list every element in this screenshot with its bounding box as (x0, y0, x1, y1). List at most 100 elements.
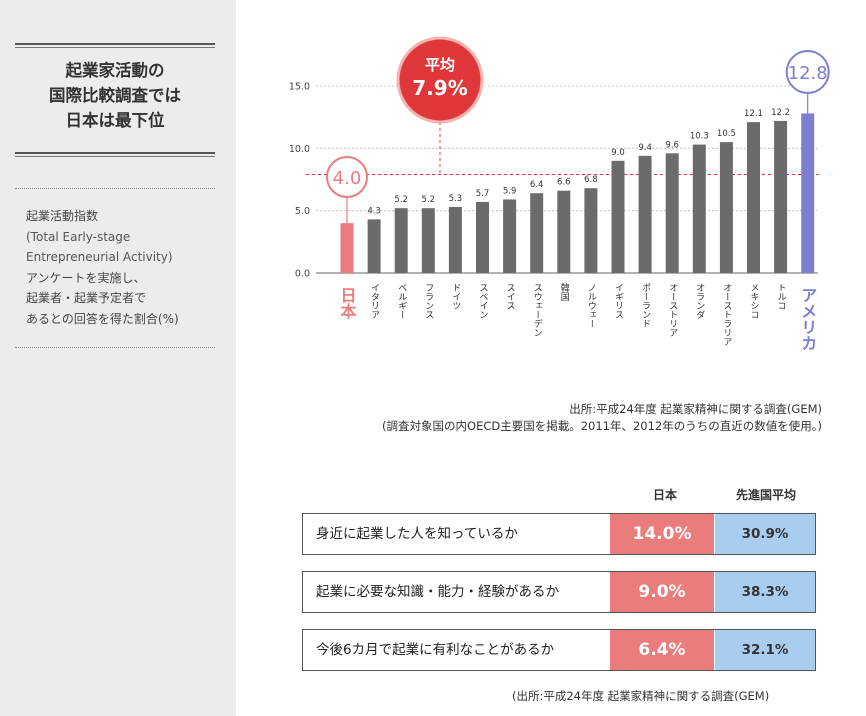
sidebar-title-line: 国際比較調査では (49, 86, 181, 105)
source-line: (調査対象国の内OECD主要国を掲載。2011年、2012年のうちの直近の数値を… (382, 419, 822, 433)
bar-value-label: 9.4 (638, 143, 652, 153)
description-line: (Total Early-stage (26, 229, 131, 244)
category-label: スペイン (478, 283, 489, 319)
bar (394, 208, 408, 273)
category-label: メキシコ (749, 283, 759, 319)
description-line: 起業者・起業予定者で (26, 291, 147, 305)
category-label: ドイツ (450, 283, 461, 310)
description-line: あるとの回答を得た割合(%) (26, 311, 179, 326)
bar-chart: 0.0 5.0 10.0 15.0 日本 4.3 イタリア 5.2 ベルギー 5.2 フランス 5.3… (289, 36, 830, 351)
category-label: ノルウェー (586, 283, 597, 328)
japan-value: 6.4% (610, 630, 714, 670)
usa-callout-circle (785, 50, 830, 94)
category-label: ベルギー (396, 283, 407, 319)
category-label: アメリカ (798, 287, 817, 351)
bar (801, 113, 815, 273)
top-rule (15, 43, 215, 45)
bar (557, 190, 571, 273)
bar (421, 208, 435, 273)
description-line: 起業活動指数 (26, 209, 99, 223)
column-header-japan: 日本 (652, 488, 677, 502)
category-label: イタリア (369, 283, 380, 319)
question-label: 今後6カ月で起業に有利なことがあるか (316, 642, 555, 658)
top-rule-thin (15, 47, 215, 48)
comparison-row: 身近に起業した人を知っているか 14.0% 30.9% (302, 513, 816, 555)
bar-value-label: 6.8 (584, 175, 598, 185)
bar (719, 142, 733, 273)
bar (692, 144, 706, 273)
bar-value-label: 9.6 (665, 140, 679, 150)
bar-value-label: 12.2 (771, 108, 790, 118)
category-label: 日本 (338, 287, 357, 320)
usa-callout-value: 12.8 (788, 63, 828, 84)
comparison-row: 起業に必要な知識・能力・経験があるか 9.0% 38.3% (302, 571, 816, 613)
bar-value-label: 4.3 (367, 206, 381, 216)
bar (774, 120, 788, 273)
question-label: 起業に必要な知識・能力・経験があるか (316, 584, 559, 600)
category-label: トルコ (776, 283, 787, 310)
bar-value-label: 5.7 (476, 189, 490, 199)
bar-value-label: 5.3 (449, 194, 463, 204)
y-tick-label: 10.0 (289, 144, 310, 155)
bar (584, 188, 598, 273)
sidebar-title-line: 日本は最下位 (65, 111, 165, 130)
bar-value-label: 6.4 (530, 180, 544, 190)
bar (367, 219, 381, 273)
question-label: 身近に起業した人を知っているか (316, 526, 518, 542)
bar-value-label: 10.5 (717, 129, 736, 139)
bar-value-label: 5.9 (503, 186, 517, 196)
average-value: 38.3% (715, 572, 815, 612)
sidebar-description: 起業活動指数 (Total Early-stage Entrepreneuria… (26, 206, 221, 329)
comparison-row: 今後6カ月で起業に有利なことがあるか 6.4% 32.1% (302, 629, 816, 671)
japan-value: 9.0% (610, 572, 714, 612)
average-badge (396, 36, 484, 124)
bar (476, 201, 489, 273)
average-badge-value: 7.9% (412, 76, 467, 100)
mid-rule-thin (15, 156, 215, 157)
japan-callout-circle (326, 156, 368, 198)
column-header-average: 先進国平均 (735, 488, 796, 502)
bar (747, 122, 760, 273)
category-label: オランダ (694, 283, 705, 319)
bar (638, 155, 652, 273)
category-label: フランス (423, 283, 433, 319)
mid-rule (15, 152, 215, 154)
bar (503, 199, 517, 273)
description-line: Entrepreneurial Activity) (26, 250, 173, 264)
sidebar: 起業家活動の 国際比較調査では 日本は最下位 起業活動指数 (Total Ear… (0, 0, 236, 716)
average-badge-label: 平均 (425, 56, 455, 74)
bar (448, 206, 462, 273)
y-tick-label: 0.0 (295, 269, 310, 280)
sidebar-title: 起業家活動の 国際比較調査では 日本は最下位 (15, 58, 215, 133)
bar (665, 153, 679, 273)
category-label: オーストリア (667, 283, 678, 337)
japan-value: 14.0% (610, 514, 714, 554)
chart-source-note: 出所:平成24年度 起業家精神に関する調査(GEM) (調査対象国の内OECD主… (302, 401, 822, 435)
category-label: オーストラリア (721, 283, 732, 346)
sidebar-title-line: 起業家活動の (65, 61, 165, 80)
category-label: イギリス (613, 283, 624, 319)
source-line: 出所:平成24年度 起業家精神に関する調査(GEM) (569, 402, 822, 416)
bar-value-label: 6.6 (557, 178, 571, 188)
table-source-note: (出所:平成24年度 起業家精神に関する調査(GEM) (512, 689, 770, 703)
dotted-rule-bottom (15, 347, 215, 348)
bar-value-label: 5.2 (422, 195, 436, 205)
bar-value-label: 5.2 (394, 195, 408, 205)
average-value: 32.1% (715, 630, 815, 670)
category-label: スウェーデン (532, 283, 543, 337)
bar (611, 160, 625, 273)
category-label: ポーランド (640, 283, 651, 328)
bar-value-label: 12.1 (744, 109, 763, 119)
category-label: スイス (505, 283, 515, 310)
y-tick-label: 5.0 (295, 206, 310, 217)
dotted-rule (15, 188, 215, 189)
bar (530, 193, 544, 273)
bar (340, 223, 354, 273)
bar-value-label: 10.3 (690, 132, 709, 142)
description-line: アンケートを実施し、 (26, 270, 146, 285)
category-label: 韓国 (559, 283, 570, 302)
average-value: 30.9% (715, 514, 815, 554)
japan-callout-value: 4.0 (333, 168, 362, 189)
bar-value-label: 9.0 (611, 148, 625, 158)
y-tick-label: 15.0 (289, 82, 310, 93)
